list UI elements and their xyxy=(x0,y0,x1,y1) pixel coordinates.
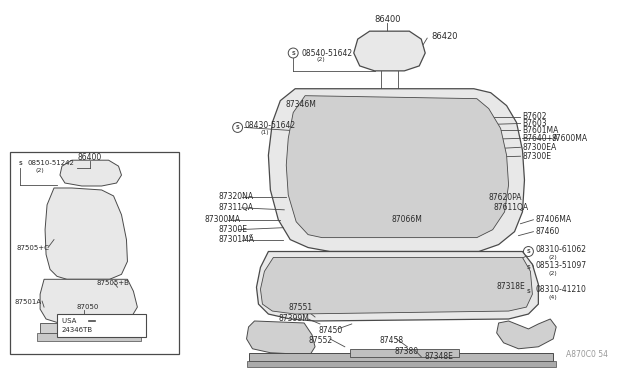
Text: 87458: 87458 xyxy=(380,336,404,345)
Text: 86400: 86400 xyxy=(77,153,102,162)
Text: 08310-61062: 08310-61062 xyxy=(536,245,586,254)
Polygon shape xyxy=(45,188,127,279)
Polygon shape xyxy=(40,279,138,324)
Text: 87505+B: 87505+B xyxy=(97,280,129,286)
Polygon shape xyxy=(37,333,141,341)
Text: 87301MA: 87301MA xyxy=(219,235,255,244)
Text: (2): (2) xyxy=(548,271,557,276)
Text: 08513-51097: 08513-51097 xyxy=(536,261,586,270)
Text: 87300EA: 87300EA xyxy=(522,143,557,152)
Polygon shape xyxy=(354,31,425,71)
Polygon shape xyxy=(246,321,315,355)
Text: 87611QA: 87611QA xyxy=(493,203,529,212)
Text: 87450: 87450 xyxy=(318,326,342,336)
Polygon shape xyxy=(497,319,556,349)
Circle shape xyxy=(288,48,298,58)
Circle shape xyxy=(300,266,310,276)
Polygon shape xyxy=(57,314,147,337)
Text: 87066M: 87066M xyxy=(392,215,423,224)
Polygon shape xyxy=(350,349,459,357)
Polygon shape xyxy=(260,257,532,314)
Text: 87505+C: 87505+C xyxy=(16,244,49,250)
Circle shape xyxy=(534,335,542,343)
Text: 87406MA: 87406MA xyxy=(536,215,572,224)
Text: 87300MA: 87300MA xyxy=(205,215,241,224)
Text: B7601MA: B7601MA xyxy=(522,126,559,135)
Text: 24346TB: 24346TB xyxy=(62,327,93,333)
Text: (2): (2) xyxy=(548,255,557,260)
Text: S: S xyxy=(527,249,531,254)
Text: 87050: 87050 xyxy=(77,304,99,310)
Circle shape xyxy=(300,190,310,200)
Text: 08430-51642: 08430-51642 xyxy=(244,121,296,130)
Polygon shape xyxy=(268,89,524,251)
Text: USA: USA xyxy=(62,318,79,324)
Text: 87380: 87380 xyxy=(394,347,419,356)
Text: 87300E: 87300E xyxy=(219,225,248,234)
Circle shape xyxy=(524,247,533,256)
Text: B7603: B7603 xyxy=(522,119,547,128)
Circle shape xyxy=(504,190,513,200)
Text: 87600MA: 87600MA xyxy=(551,134,588,143)
Text: 87300E: 87300E xyxy=(522,152,552,161)
Text: (2): (2) xyxy=(35,168,44,173)
Text: 87348E: 87348E xyxy=(424,352,453,361)
Circle shape xyxy=(524,286,533,296)
Text: S: S xyxy=(19,161,22,166)
Text: 87620PA: 87620PA xyxy=(489,193,522,202)
Polygon shape xyxy=(248,353,553,361)
Text: S: S xyxy=(527,265,531,270)
Text: 87551: 87551 xyxy=(288,302,312,312)
Text: 87320NA: 87320NA xyxy=(219,192,254,201)
Text: 87318E: 87318E xyxy=(497,282,525,291)
Text: S: S xyxy=(527,289,531,294)
Polygon shape xyxy=(481,147,484,151)
Text: S: S xyxy=(236,125,239,130)
Polygon shape xyxy=(246,361,556,367)
Text: 86420: 86420 xyxy=(431,32,458,41)
Text: B7602: B7602 xyxy=(522,112,547,121)
Circle shape xyxy=(278,335,286,343)
Text: 87552: 87552 xyxy=(308,336,332,345)
Text: 87460: 87460 xyxy=(536,227,559,236)
Text: 08510-51242: 08510-51242 xyxy=(28,160,74,166)
Text: 87311QA: 87311QA xyxy=(219,203,254,212)
Text: (2): (2) xyxy=(316,57,324,62)
Text: B7640+A: B7640+A xyxy=(522,134,559,143)
Text: 87501A: 87501A xyxy=(14,299,42,305)
Circle shape xyxy=(233,122,243,132)
Text: 87346M: 87346M xyxy=(285,100,316,109)
Circle shape xyxy=(524,262,533,272)
Polygon shape xyxy=(60,160,122,186)
Text: 86400: 86400 xyxy=(374,15,401,24)
Text: (4): (4) xyxy=(548,295,557,300)
Circle shape xyxy=(504,266,513,276)
Polygon shape xyxy=(10,152,179,354)
Polygon shape xyxy=(40,323,138,333)
Polygon shape xyxy=(257,251,538,321)
Circle shape xyxy=(89,234,95,240)
Text: 87399M: 87399M xyxy=(278,314,309,324)
Polygon shape xyxy=(286,96,509,238)
Text: C: C xyxy=(248,234,253,239)
Circle shape xyxy=(15,158,25,168)
Text: 08310-41210: 08310-41210 xyxy=(536,285,586,294)
Text: A870C0 54: A870C0 54 xyxy=(566,350,608,359)
Text: S: S xyxy=(291,51,295,55)
Circle shape xyxy=(95,316,104,326)
Text: (1): (1) xyxy=(260,130,269,135)
Text: 08540-51642: 08540-51642 xyxy=(301,48,352,58)
